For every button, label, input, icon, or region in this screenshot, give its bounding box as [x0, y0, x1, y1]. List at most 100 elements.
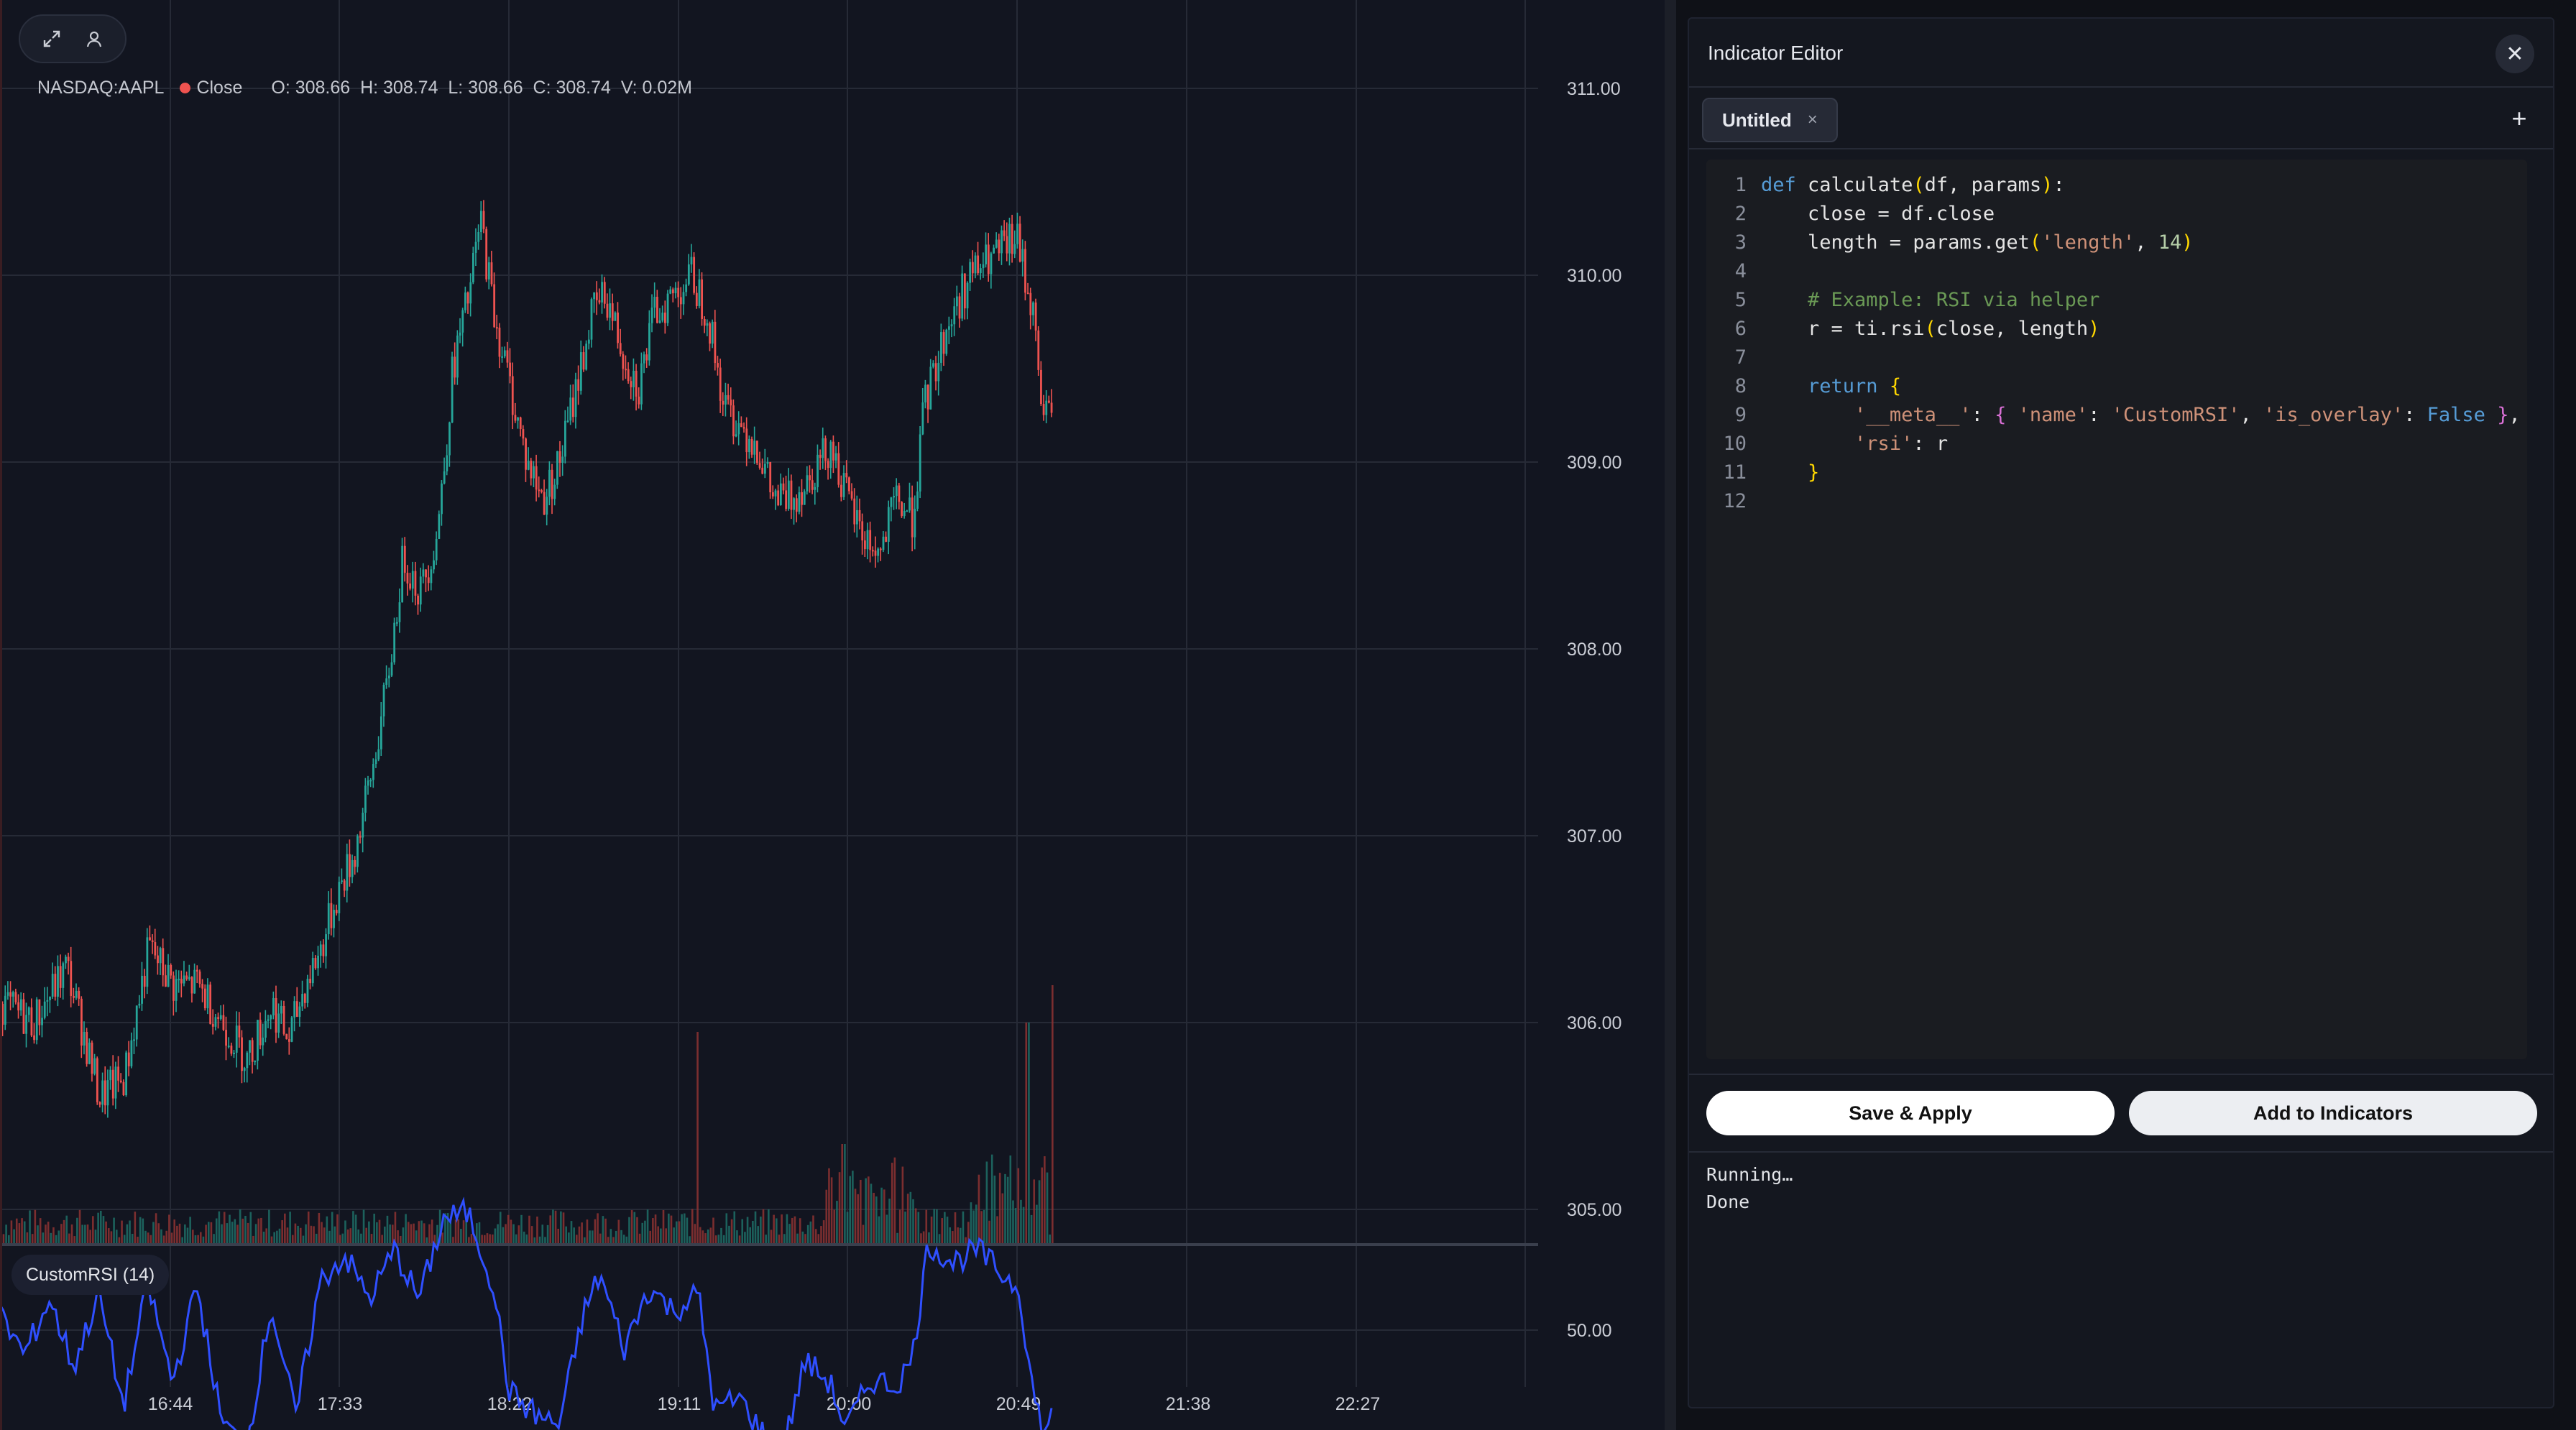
volume-bar	[433, 1235, 436, 1243]
volume-bar	[970, 1202, 972, 1243]
candle-body	[19, 999, 22, 1011]
code-line[interactable]: 12	[1706, 487, 2527, 516]
code-line[interactable]: 9 '__meta__': { 'name': 'CustomRSI', 'is…	[1706, 401, 2527, 430]
tab-close-icon[interactable]: ×	[1807, 110, 1818, 129]
save-apply-button[interactable]: Save & Apply	[1706, 1091, 2115, 1135]
candle-body	[561, 456, 564, 463]
code-line[interactable]: 3 length = params.get('length', 14)	[1706, 229, 2527, 257]
candle-body	[146, 937, 149, 987]
candle-body	[519, 417, 522, 430]
candle-body	[643, 354, 645, 364]
add-tab-button[interactable]: +	[2511, 103, 2527, 133]
chart-pane[interactable]: 311.00 310.00 309.00 308.00 307.00 306.00 305.…	[0, 0, 1665, 1430]
candle-body	[154, 942, 157, 956]
volume-bar	[883, 1189, 886, 1243]
volume-bar	[714, 1235, 717, 1243]
candle-body	[658, 320, 661, 323]
add-to-indicators-button[interactable]: Add to Indicators	[2129, 1091, 2537, 1135]
volume-bar	[323, 1227, 326, 1243]
volume-bar	[18, 1223, 21, 1243]
volume-bar	[39, 1218, 42, 1243]
candle-body	[133, 1039, 135, 1041]
expand-icon[interactable]	[35, 22, 68, 55]
volume-bar	[110, 1231, 113, 1243]
volume-bar	[76, 1217, 78, 1243]
tab-untitled[interactable]: Untitled ×	[1702, 98, 1838, 142]
volume-bar	[326, 1216, 328, 1243]
code-editor[interactable]: 1 def calculate(df, params): 2 close = df.…	[1706, 160, 2527, 1059]
candle-body	[362, 812, 364, 838]
code-line[interactable]: 1 def calculate(df, params):	[1706, 171, 2527, 200]
code-line[interactable]: 10 'rsi': r	[1706, 430, 2527, 458]
candle-body	[86, 1031, 88, 1064]
volume-bar	[676, 1221, 678, 1243]
volume-bar	[129, 1220, 131, 1243]
code-line[interactable]: 2 close = df.close	[1706, 200, 2527, 229]
code-line[interactable]: 8 return {	[1706, 372, 2527, 401]
candle-body	[190, 977, 193, 994]
code-line[interactable]: 11 }	[1706, 458, 2527, 487]
volume-bar	[707, 1229, 709, 1243]
volume-bar	[654, 1214, 657, 1243]
candle-body	[653, 297, 656, 308]
candle-body	[514, 415, 517, 421]
close-editor-button[interactable]: ✕	[2496, 34, 2534, 73]
candle-body	[359, 836, 362, 838]
volume-bar	[1044, 1156, 1046, 1243]
candle-body	[477, 232, 480, 242]
candle-body	[433, 560, 435, 570]
price-chart[interactable]: 311.00 310.00 309.00 308.00 307.00 306.00 305.…	[0, 0, 1665, 1430]
candle-body	[1011, 223, 1013, 254]
volume-bar	[644, 1220, 646, 1243]
candle-body	[17, 1002, 20, 1011]
candle-body	[33, 1035, 35, 1041]
volume-bar	[841, 1144, 844, 1243]
volume-bar	[254, 1224, 257, 1243]
candle-body	[446, 455, 448, 471]
candle-body	[101, 1080, 104, 1105]
candle-body	[543, 492, 546, 515]
code-line[interactable]: 7	[1706, 343, 2527, 372]
volume-bar	[84, 1224, 86, 1243]
candle-body	[303, 994, 306, 1003]
candle-body	[832, 441, 834, 461]
volume-bar	[1004, 1173, 1006, 1243]
candle-body	[454, 356, 456, 378]
rsi-pane-label[interactable]: CustomRSI (14)	[12, 1255, 170, 1295]
user-icon[interactable]	[78, 22, 111, 55]
volume-bar	[906, 1194, 909, 1243]
candle-body	[690, 257, 693, 264]
candle-body	[709, 323, 711, 344]
pane-splitter[interactable]	[1665, 0, 1676, 1430]
candle-body	[474, 241, 477, 253]
volume-bar	[457, 1219, 460, 1243]
code-line[interactable]: 4	[1706, 257, 2527, 286]
volume-bar	[694, 1224, 696, 1243]
volume-bar	[862, 1224, 865, 1243]
code-line[interactable]: 5 # Example: RSI via helper	[1706, 286, 2527, 315]
candle-body	[722, 400, 724, 405]
volume-bar	[502, 1227, 505, 1243]
volume-bar	[702, 1230, 704, 1243]
volume-bar	[660, 1228, 662, 1243]
candle-body	[78, 990, 80, 999]
code-line[interactable]: 6 r = ti.rsi(close, length)	[1706, 315, 2527, 343]
volume-bar	[370, 1234, 373, 1243]
candle-body	[577, 379, 580, 391]
candle-body	[871, 550, 874, 552]
volume-bar	[544, 1237, 546, 1243]
candle-body	[548, 469, 551, 497]
candle-body	[856, 509, 858, 525]
candle-body	[682, 292, 685, 305]
volume-bar	[888, 1199, 891, 1243]
candle-body	[795, 498, 798, 512]
candle-body	[393, 622, 396, 663]
candle-body	[719, 367, 722, 401]
price-tick-label: 309.00	[1567, 453, 1622, 473]
volume-bar	[313, 1226, 315, 1243]
volume-bar	[549, 1215, 552, 1243]
editor-header: Indicator Editor ✕	[1689, 19, 2553, 88]
volume-bar	[730, 1219, 733, 1243]
volume-bar	[1041, 1167, 1044, 1243]
candle-body	[506, 350, 509, 363]
